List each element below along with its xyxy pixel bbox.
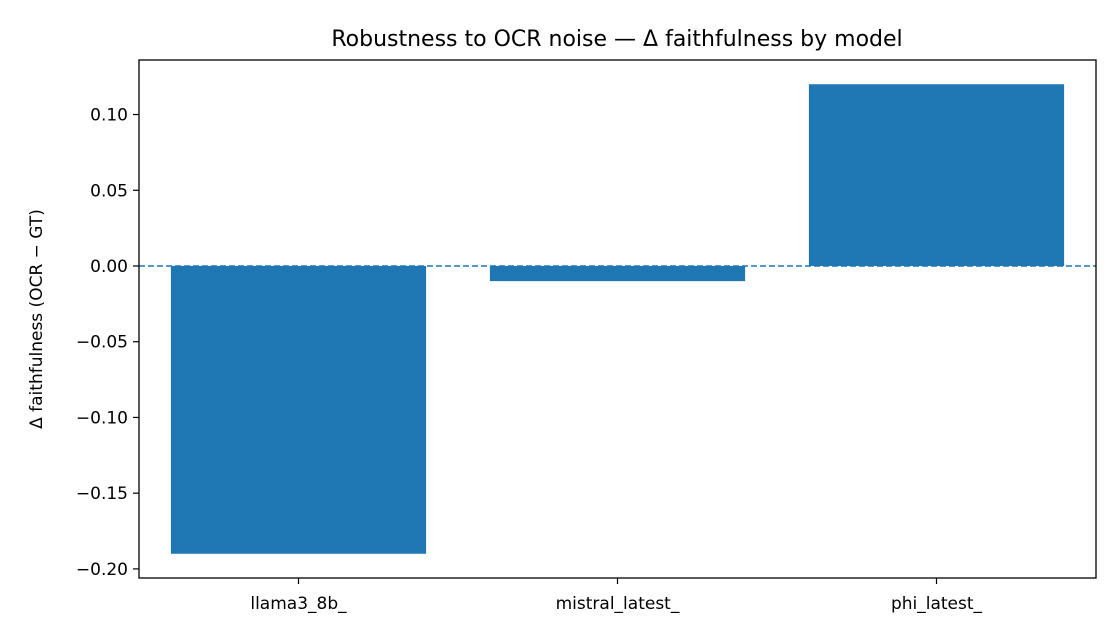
bar-mistral-latest [489,265,746,282]
y-tick-label: −0.10 [76,408,128,428]
x-tick-label: mistral_latest_ [556,594,680,614]
y-tick-label: −0.15 [76,484,128,504]
y-tick-label: 0.05 [90,181,128,201]
y-tick-label: 0.10 [90,106,128,126]
chart-title: Robustness to OCR noise — Δ faithfulness… [331,27,902,52]
axes-frame [138,59,1097,579]
y-tick-label: −0.20 [76,560,128,580]
bar-phi-latest [808,84,1065,266]
x-tick-label: phi_latest_ [891,594,983,614]
y-tick-label: 0.00 [90,257,128,277]
plot-area: llama3_8b_ mistral_latest_ phi_latest_ −0.2… [76,59,1097,614]
bar-llama3-8b [170,265,427,554]
x-tick-label: llama3_8b_ [250,594,347,614]
y-tick-label: −0.05 [76,333,128,353]
y-axis-label: Δ faithfulness (OCR − GT) [27,209,47,429]
